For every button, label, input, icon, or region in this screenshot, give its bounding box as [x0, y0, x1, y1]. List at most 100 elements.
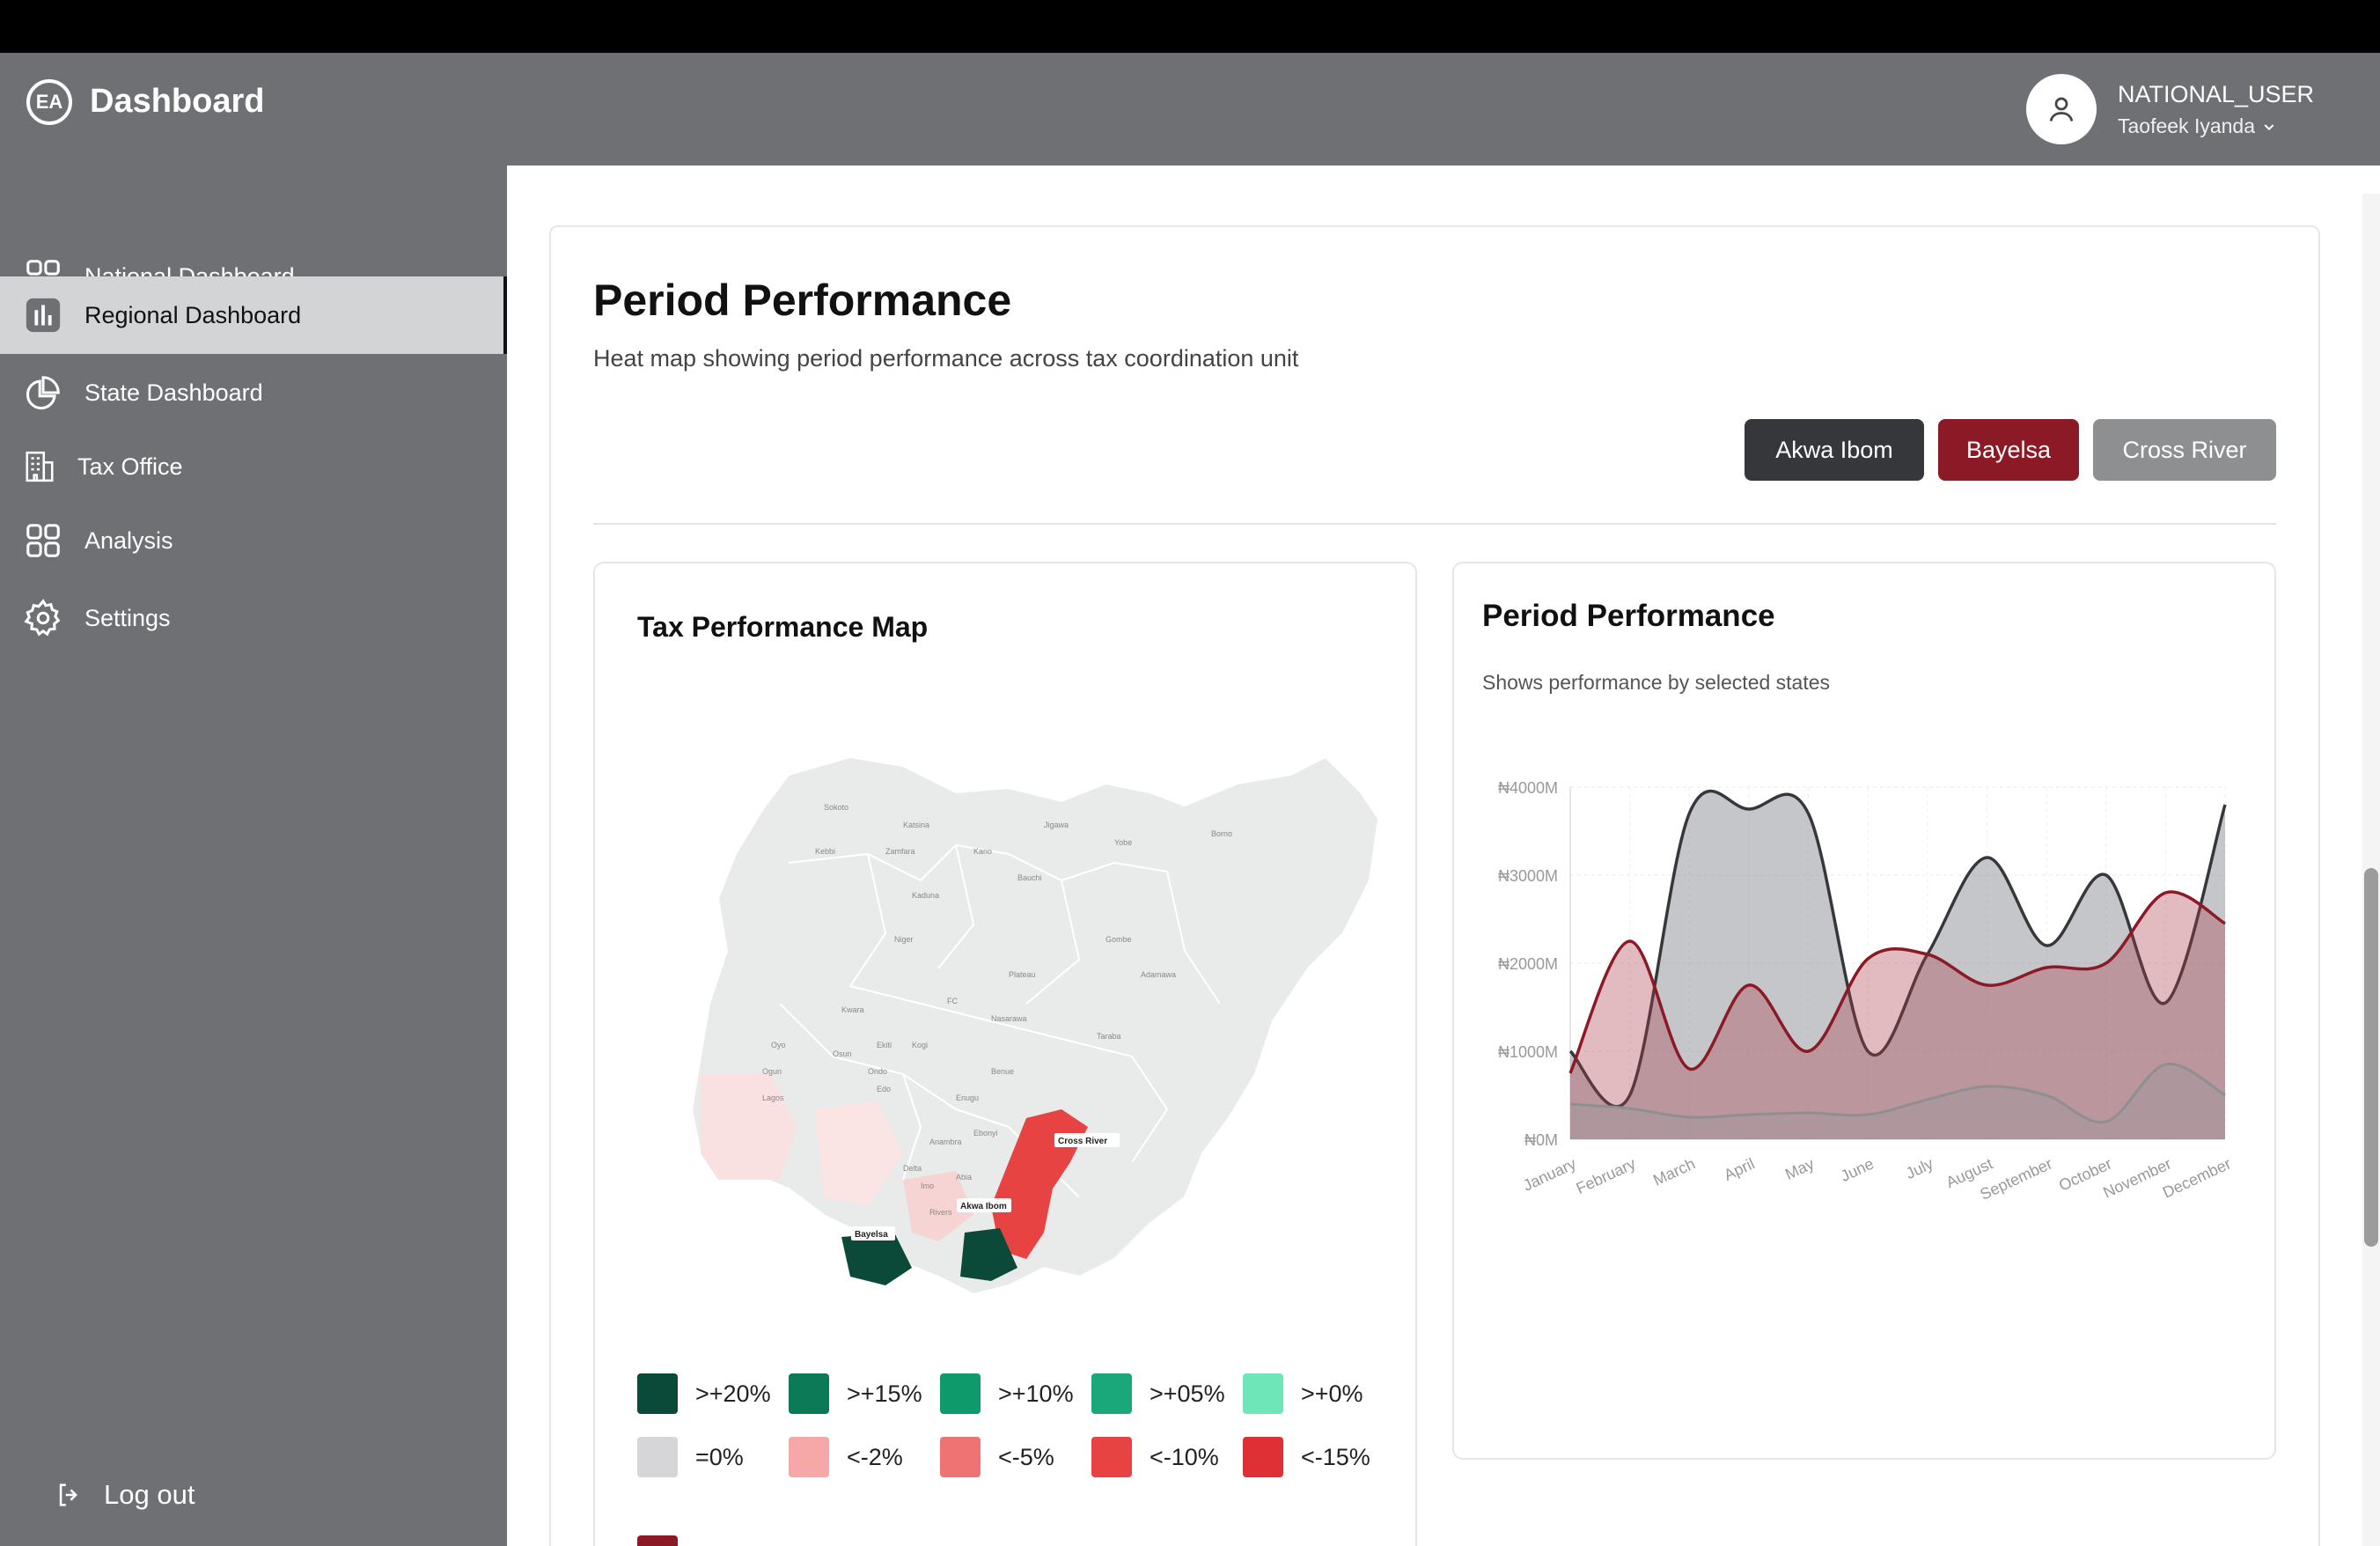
legend-item: <-5% [940, 1437, 1054, 1477]
map-state-label: Benue [991, 1067, 1014, 1076]
series-line-akwa-ibom [1568, 789, 2227, 1108]
period-performance-chart[interactable]: ₦0M ₦1000M ₦2000M ₦3000M ₦4000M JanuaryFebrua… [1454, 740, 2274, 1233]
x-tick-label: December [2160, 1154, 2234, 1201]
legend-label: >+15% [847, 1380, 922, 1407]
y-tick-label: ₦0M [1524, 1131, 1558, 1149]
series-area-cross-river [1570, 1064, 2225, 1139]
legend-swatch [789, 1437, 829, 1477]
gear-icon [24, 599, 61, 637]
map-state-label: Imo [921, 1182, 934, 1190]
x-tick-label: November [2100, 1154, 2174, 1201]
user-avatar[interactable] [2026, 74, 2097, 144]
legend-swatch [940, 1437, 981, 1477]
map-state-label: Osun [833, 1049, 852, 1058]
map-state-label: Kaduna [912, 891, 939, 900]
legend-swatch [789, 1373, 829, 1414]
legend-item: >+0% [1243, 1373, 1363, 1414]
page-title: Period Performance [593, 276, 1012, 325]
map-state-label: Edo [877, 1085, 891, 1093]
legend-swatch [1091, 1373, 1132, 1414]
legend-item: >+15% [789, 1373, 922, 1414]
map-region-bayelsa [841, 1233, 912, 1285]
map-state-label: Ondo [868, 1067, 887, 1076]
map-panel-title: Tax Performance Map [637, 611, 929, 643]
pie-chart-icon [26, 376, 60, 410]
map-state-label: Abia [956, 1173, 972, 1182]
map-state-label: Borno [1211, 829, 1232, 838]
map-highlight-label: Bayelsa [855, 1230, 888, 1240]
map-state-label: Plateau [1009, 970, 1036, 979]
scrollbar-thumb[interactable] [2364, 868, 2378, 1247]
map-highlight-label: Akwa Ibom [960, 1202, 1007, 1211]
x-tick-label: May [1782, 1154, 1817, 1183]
bar-chart-icon [26, 298, 61, 333]
map-state-label: Kwara [841, 1005, 864, 1014]
header: EA Dashboard NATIONAL_USER Taofeek Iyand… [0, 53, 2380, 166]
sidebar-item-label: Analysis [84, 526, 173, 554]
sidebar-item-label: Tax Office [77, 453, 183, 480]
map-state-label: Enugu [956, 1093, 979, 1102]
legend-swatch [637, 1437, 678, 1477]
map-state-label: Kebbi [815, 847, 835, 856]
map-state-label: Kano [973, 847, 992, 856]
legend-swatch [637, 1373, 678, 1414]
y-tick-label: ₦1000M [1498, 1043, 1558, 1061]
map-region-delta [815, 1101, 903, 1206]
sidebar: National Dashboard Regional Dashboard St… [0, 166, 507, 1546]
legend-label: <-15% [1301, 1443, 1370, 1470]
map-state-label: Zamfara [885, 847, 915, 856]
map-region-akwa-ibom [960, 1228, 1017, 1281]
x-tick-label: April [1722, 1154, 1758, 1183]
map-state-label: Lagos [762, 1093, 784, 1102]
logout-button[interactable]: Log out [55, 1479, 195, 1511]
legend-label: >+05% [1150, 1380, 1225, 1407]
series-area-bayelsa [1570, 891, 2225, 1139]
page-subtitle: Heat map showing period performance acro… [593, 345, 1299, 372]
user-icon [2049, 97, 2074, 121]
legend-swatch [1243, 1373, 1283, 1414]
divider [593, 523, 2276, 525]
map-state-label: FC [947, 997, 958, 1005]
map-state-label: Ekiti [877, 1041, 892, 1049]
state-button-bayelsa[interactable]: Bayelsa [1938, 419, 2079, 481]
legend-item: >+10% [940, 1373, 1074, 1414]
legend-item: =0% [637, 1437, 744, 1477]
legend-swatch [637, 1535, 678, 1546]
nigeria-map[interactable]: Sokoto Katsina Jigawa Yobe Borno Kebbi Zamfara… [692, 740, 1378, 1321]
legend-swatch [940, 1373, 981, 1414]
chevron-down-icon [2264, 123, 2274, 130]
x-tick-label: January [1520, 1154, 1578, 1194]
sidebar-item-analysis[interactable]: Analysis [0, 502, 507, 579]
legend-item: <-2% [789, 1437, 903, 1477]
user-menu[interactable]: Taofeek Iyanda [2118, 114, 2276, 138]
map-state-label: Nasarawa [991, 1014, 1027, 1023]
sidebar-item-label: State Dashboard [84, 379, 263, 406]
legend-label: =0% [695, 1443, 744, 1470]
map-region-abia [903, 1171, 973, 1241]
map-state-label: Sokoto [824, 803, 848, 812]
map-state-label: Taraba [1097, 1032, 1121, 1041]
logo: EA [26, 79, 72, 125]
sidebar-item-tax-office[interactable]: Tax Office [0, 428, 507, 505]
user-role: NATIONAL_USER [2118, 81, 2315, 107]
map-region-lagos-ogun [701, 1074, 797, 1180]
map-state-label: Bauchi [1017, 873, 1042, 882]
map-state-label: Ogun [762, 1067, 782, 1076]
legend-item: >+05% [1091, 1373, 1225, 1414]
map-state-label: Delta [903, 1164, 922, 1173]
legend-swatch [1243, 1437, 1283, 1477]
x-tick-label: July [1903, 1154, 1936, 1182]
map-state-label: Kogi [912, 1041, 928, 1049]
y-tick-label: ₦3000M [1498, 867, 1558, 885]
map-highlight-label-bg [957, 1198, 1011, 1212]
sidebar-item-settings[interactable]: Settings [0, 579, 507, 657]
legend-label: >+10% [998, 1380, 1074, 1407]
state-button-cross-river[interactable]: Cross River [2093, 419, 2276, 481]
legend-label: <-5% [998, 1443, 1054, 1470]
sidebar-item-label: Regional Dashboard [84, 301, 302, 328]
app-title: Dashboard [90, 83, 265, 120]
sidebar-item-state-dashboard[interactable]: State Dashboard [0, 354, 507, 431]
sidebar-item-regional-dashboard[interactable]: Regional Dashboard [0, 276, 507, 354]
state-button-akwa-ibom[interactable]: Akwa Ibom [1745, 419, 1924, 481]
x-tick-label: June [1838, 1154, 1877, 1185]
